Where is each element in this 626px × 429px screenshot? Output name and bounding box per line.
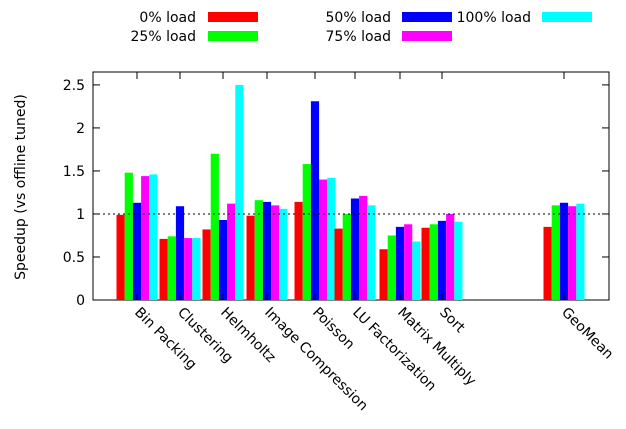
x-tick-label: Matrix Multiply	[394, 305, 479, 390]
legend-label: 0% load	[139, 10, 196, 26]
legend-label: 75% load	[326, 29, 392, 45]
bar	[167, 236, 176, 300]
bar	[210, 153, 219, 300]
bar	[342, 213, 351, 300]
bar	[437, 220, 447, 300]
bar	[262, 201, 272, 300]
plot-area	[92, 71, 610, 301]
bar	[359, 195, 368, 300]
bar	[202, 229, 211, 300]
legend-label: 25% load	[131, 29, 197, 45]
bar	[149, 174, 158, 300]
legend-label: 50% load	[326, 10, 392, 26]
bar	[576, 203, 585, 300]
bar	[412, 241, 421, 300]
bar	[404, 224, 413, 300]
bar	[254, 200, 263, 300]
bar	[319, 179, 328, 300]
bar	[227, 203, 236, 300]
bar	[294, 201, 303, 300]
bar	[310, 101, 320, 300]
bar	[421, 227, 430, 300]
bar	[379, 249, 388, 300]
bar	[159, 238, 168, 300]
bar	[367, 205, 376, 300]
legend-swatch	[402, 12, 452, 22]
bar	[141, 176, 150, 300]
bar	[387, 235, 396, 300]
x-tick-label: GeoMean	[558, 305, 616, 363]
bar	[334, 228, 343, 300]
bar	[271, 205, 280, 300]
bar	[132, 202, 142, 300]
bar	[454, 221, 463, 300]
legend: 0% load 25% load 50% load 75% load 100% load	[131, 10, 592, 45]
bar	[235, 84, 244, 300]
x-tick-label: LU Factorization	[349, 305, 439, 395]
bar	[551, 205, 560, 300]
legend-swatch	[402, 31, 452, 41]
bar	[218, 219, 228, 300]
y-tick-label: 2.5	[63, 78, 85, 94]
bar	[559, 202, 569, 300]
bar	[192, 238, 201, 300]
bar	[302, 164, 311, 300]
bar	[429, 224, 438, 300]
x-tick-label: Sort	[436, 305, 468, 337]
y-axis-label: Speedup (vs offline tuned)	[13, 94, 29, 280]
bar	[350, 198, 360, 300]
bar	[395, 226, 405, 300]
bar	[279, 208, 288, 300]
y-tick-label: 1	[76, 207, 85, 223]
bar	[124, 172, 133, 300]
legend-swatch	[208, 12, 258, 22]
y-tick-label: 0.5	[63, 250, 85, 266]
bar	[543, 226, 552, 300]
bar	[116, 214, 125, 300]
bar	[568, 206, 577, 300]
legend-swatch	[208, 31, 258, 41]
bar	[184, 238, 193, 300]
bar	[175, 206, 185, 300]
y-tick-label: 2	[76, 121, 85, 137]
bar	[446, 213, 455, 300]
y-axis: 0 0.5 1 1.5 2 2.5	[63, 78, 609, 309]
legend-label: 100% load	[457, 10, 531, 26]
y-tick-label: 1.5	[63, 164, 85, 180]
x-tick-label: Poisson	[309, 305, 357, 353]
legend-swatch	[542, 12, 592, 22]
y-tick-label: 0	[76, 293, 85, 309]
bar	[246, 215, 255, 300]
bar	[327, 177, 336, 300]
